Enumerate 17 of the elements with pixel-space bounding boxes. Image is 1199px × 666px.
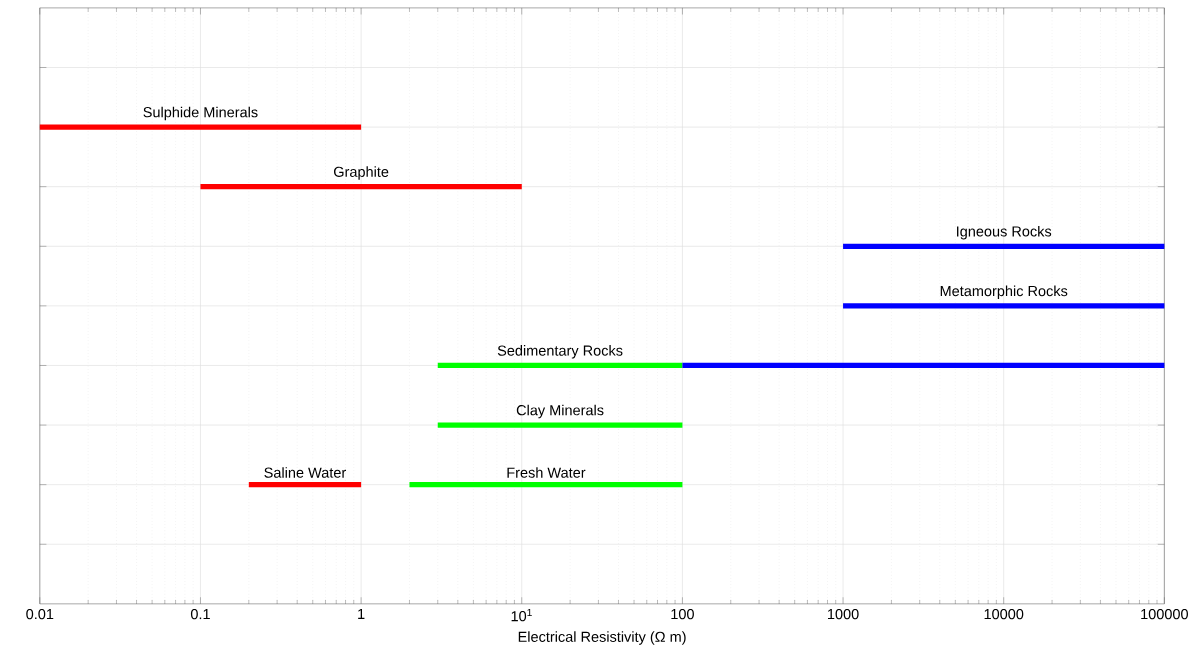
data-label: Sulphide Minerals — [143, 106, 258, 121]
x-tick-label: 100000 — [1141, 608, 1188, 620]
data-label: Sedimentary Rocks — [497, 344, 623, 359]
x-tick-label: 1 — [358, 608, 365, 619]
x-tick-label: 10000 — [984, 608, 1024, 620]
data-label: Graphite — [333, 166, 389, 180]
x-tick-label: 0.1 — [190, 608, 210, 620]
data-label: Igneous Rocks — [957, 225, 1052, 240]
x-tick-label: 0.01 — [26, 608, 54, 620]
x-tick-label: 1000 — [828, 608, 859, 620]
x-tick-label: 10$^{1}$ — [511, 608, 532, 622]
x-tick-label: 100 — [671, 608, 694, 620]
data-label: Fresh Water — [507, 467, 586, 478]
x-axis-title: Electrical Resistivity (Ω m) — [518, 631, 686, 645]
data-label: Saline Water — [264, 467, 347, 478]
data-label: Clay Minerals — [516, 404, 604, 419]
data-label: Metamorphic Rocks — [940, 285, 1068, 299]
